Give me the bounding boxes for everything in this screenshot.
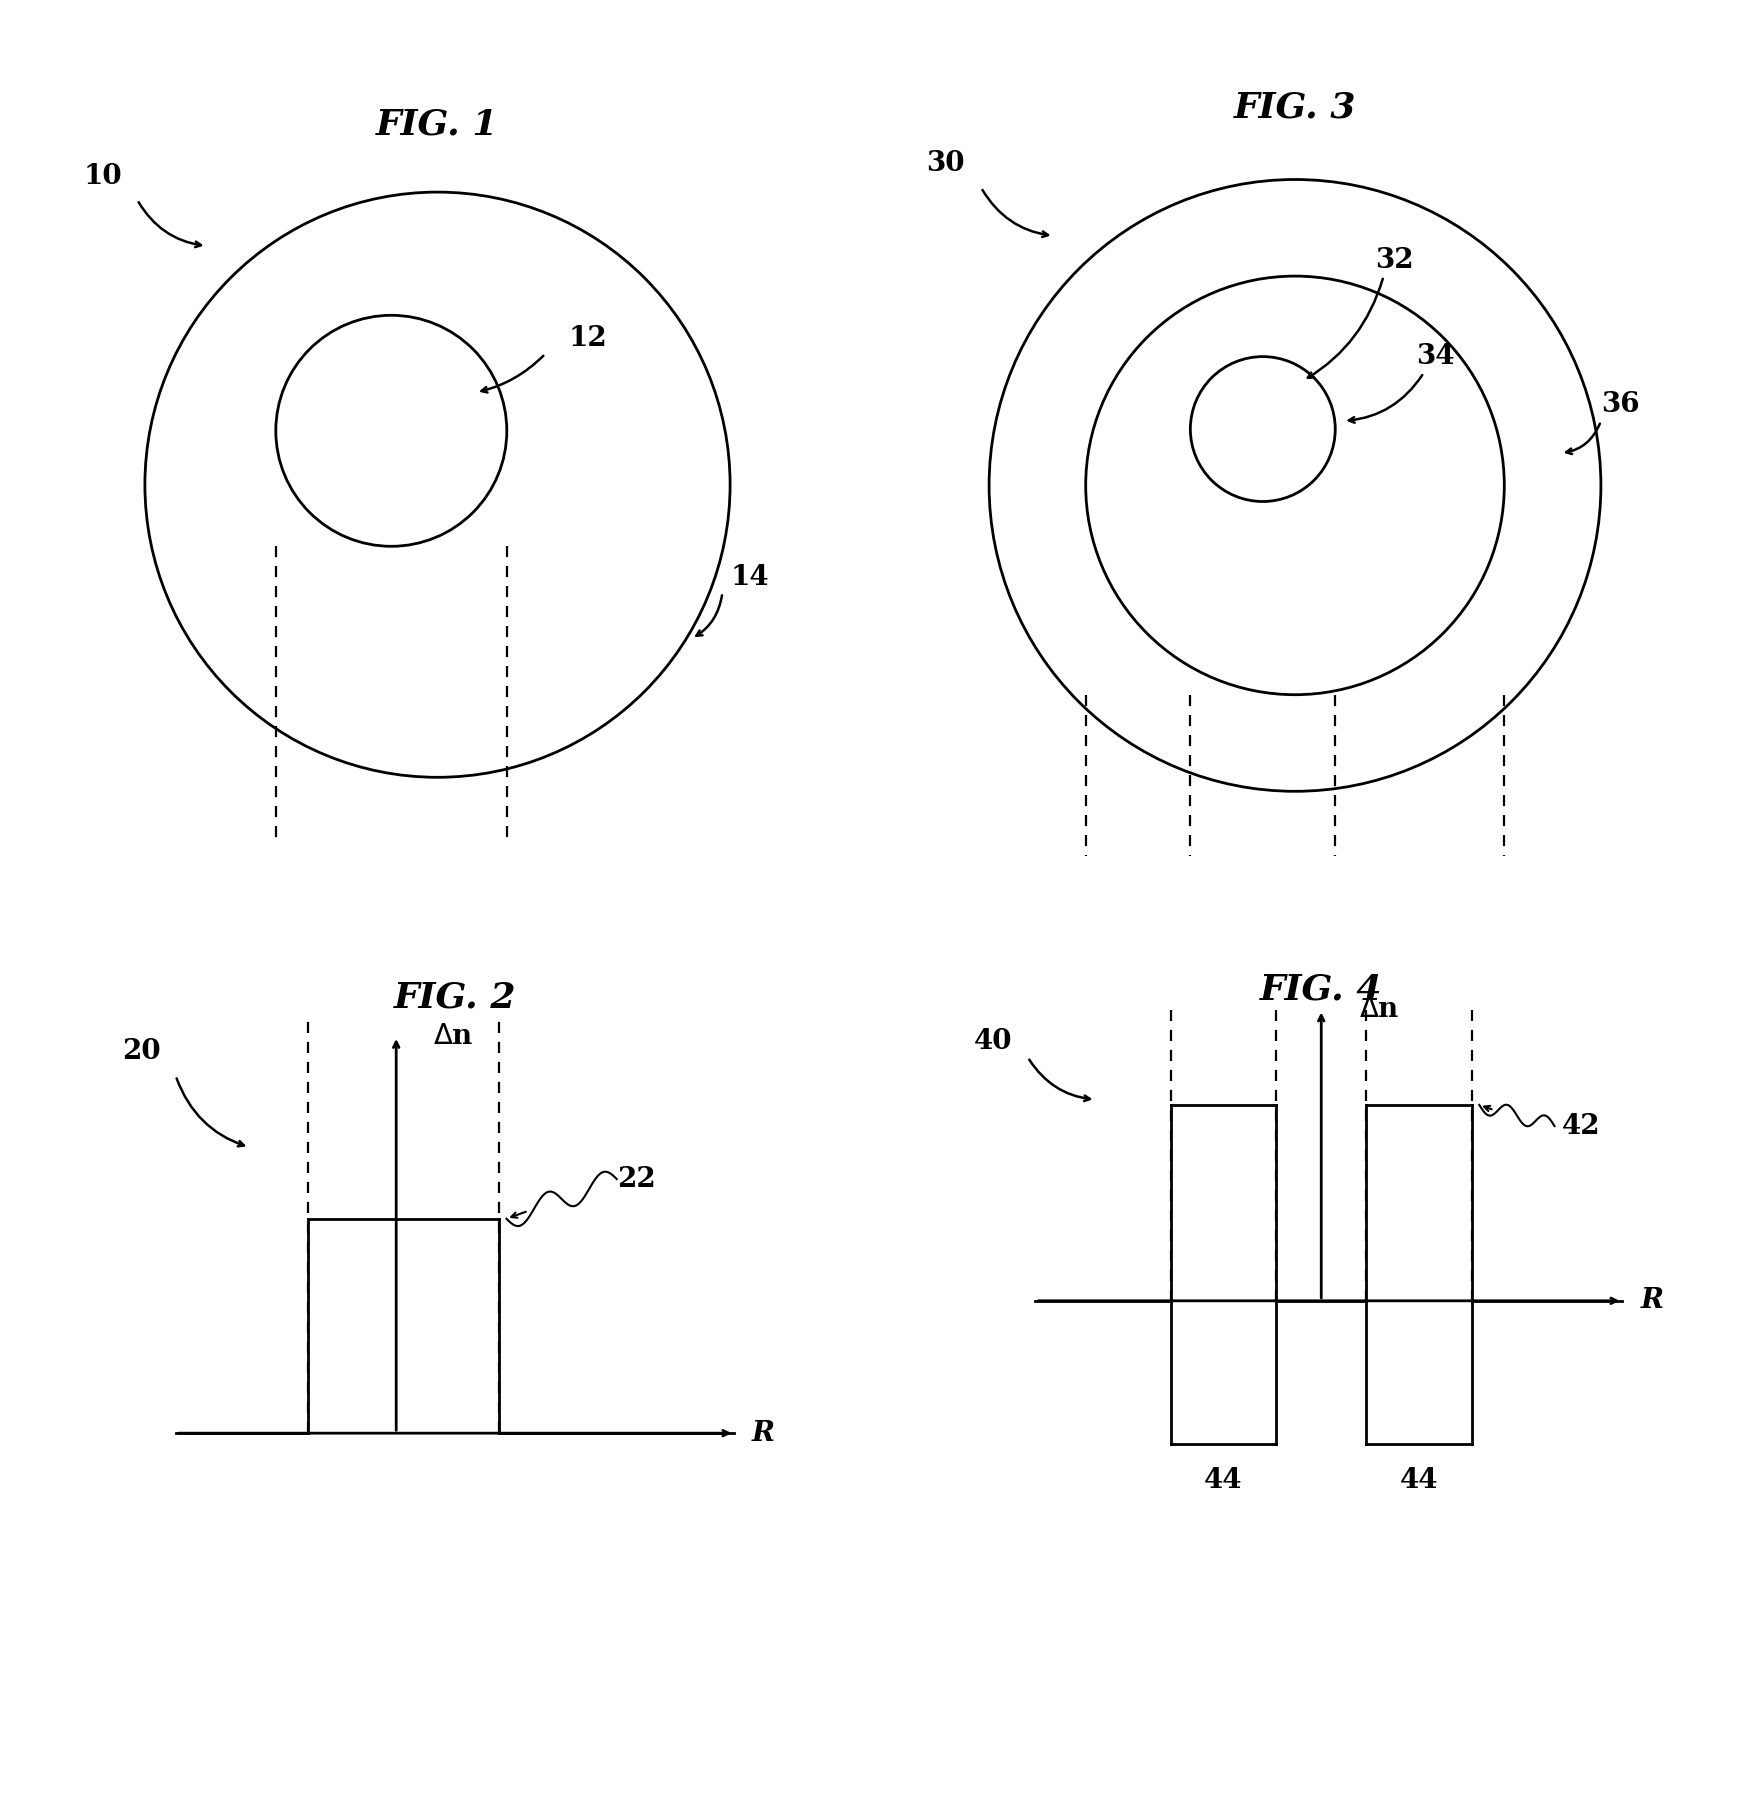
Text: 12: 12 (569, 325, 607, 352)
Text: FIG. 2: FIG. 2 (394, 980, 516, 1014)
Text: $\Delta$n: $\Delta$n (432, 1023, 474, 1049)
Text: 30: 30 (926, 150, 964, 177)
Text: 42: 42 (1563, 1112, 1601, 1139)
Text: 34: 34 (1416, 343, 1454, 370)
Text: 14: 14 (730, 563, 768, 590)
Text: 36: 36 (1601, 392, 1640, 419)
Text: 32: 32 (1376, 247, 1414, 274)
Text: R: R (752, 1421, 775, 1446)
Text: FIG. 4: FIG. 4 (1260, 973, 1382, 1007)
Text: 40: 40 (975, 1027, 1013, 1054)
Text: FIG. 3: FIG. 3 (1234, 90, 1356, 125)
Text: 10: 10 (84, 162, 122, 190)
Text: 44: 44 (1400, 1467, 1438, 1495)
Text: 20: 20 (123, 1038, 161, 1065)
Text: R: R (1642, 1287, 1664, 1314)
Text: FIG. 1: FIG. 1 (376, 108, 499, 141)
Text: 44: 44 (1204, 1467, 1242, 1495)
Text: $\Delta$n: $\Delta$n (1360, 996, 1400, 1023)
Text: 22: 22 (616, 1166, 656, 1193)
